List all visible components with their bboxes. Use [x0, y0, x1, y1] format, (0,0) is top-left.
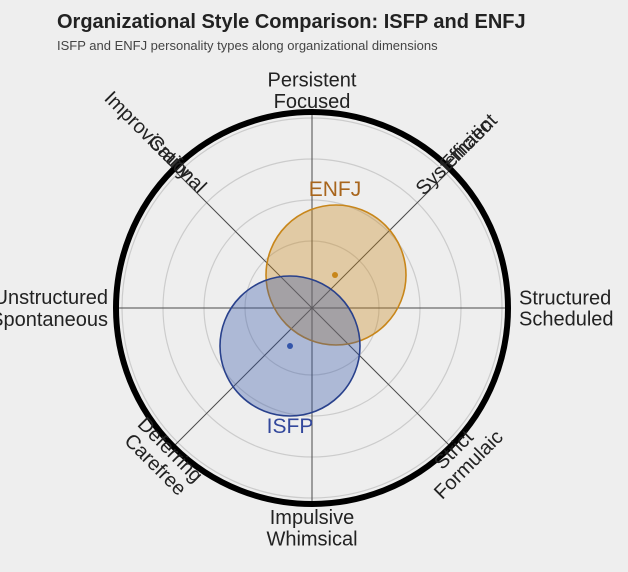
svg-text:Spontaneous: Spontaneous — [0, 309, 108, 331]
svg-text:Whimsical: Whimsical — [266, 529, 357, 551]
svg-text:Impulsive: Impulsive — [270, 507, 354, 529]
svg-text:Scheduled: Scheduled — [519, 309, 614, 331]
svg-text:Systematic: Systematic — [412, 115, 497, 200]
svg-text:Structured: Structured — [519, 288, 611, 310]
svg-text:Persistent: Persistent — [268, 70, 357, 92]
svg-text:Focused: Focused — [274, 91, 351, 113]
svg-text:ISFP: ISFP — [267, 415, 314, 438]
svg-text:ENFJ: ENFJ — [309, 178, 362, 201]
svg-text:Unstructured: Unstructured — [0, 287, 108, 309]
